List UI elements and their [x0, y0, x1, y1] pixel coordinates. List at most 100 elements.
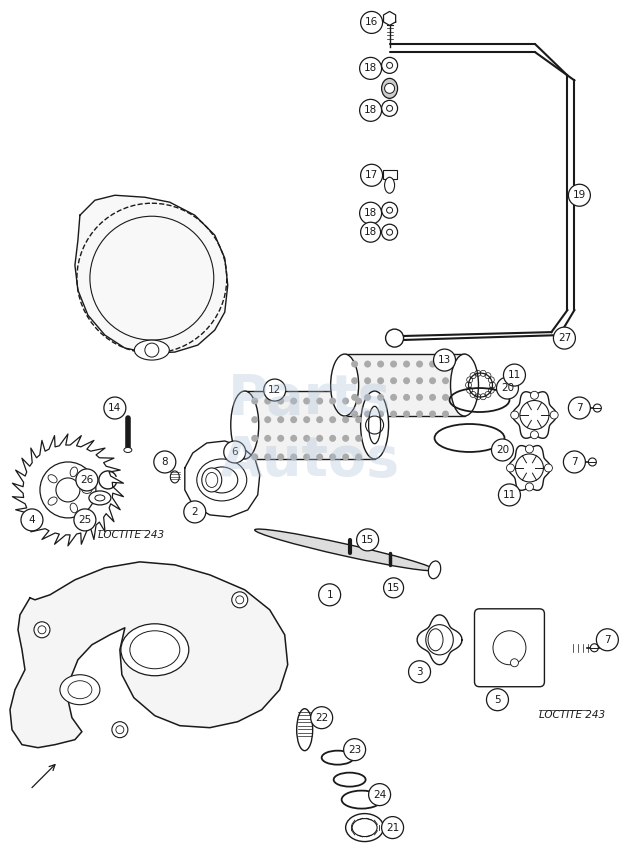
Ellipse shape	[89, 491, 111, 505]
Circle shape	[316, 416, 323, 423]
Ellipse shape	[331, 354, 359, 416]
Circle shape	[377, 360, 384, 367]
Circle shape	[355, 435, 362, 442]
Circle shape	[409, 661, 430, 683]
Circle shape	[377, 394, 384, 401]
Circle shape	[563, 451, 586, 473]
Circle shape	[251, 435, 258, 442]
Circle shape	[112, 722, 128, 738]
Polygon shape	[384, 11, 396, 26]
Text: 2: 2	[191, 507, 198, 517]
Ellipse shape	[369, 407, 381, 443]
Circle shape	[525, 483, 533, 491]
Circle shape	[387, 229, 392, 235]
Circle shape	[355, 416, 362, 423]
Circle shape	[429, 377, 436, 384]
Circle shape	[416, 394, 423, 401]
Circle shape	[232, 591, 248, 608]
Circle shape	[251, 416, 258, 423]
Circle shape	[429, 360, 436, 367]
Circle shape	[235, 596, 244, 603]
Ellipse shape	[297, 709, 313, 751]
Circle shape	[56, 478, 80, 502]
Circle shape	[442, 394, 449, 401]
Text: 18: 18	[364, 208, 378, 218]
Circle shape	[497, 377, 518, 399]
Polygon shape	[417, 615, 462, 665]
Text: 6: 6	[231, 447, 238, 457]
Text: 18: 18	[364, 63, 378, 74]
Ellipse shape	[48, 475, 57, 483]
Circle shape	[568, 184, 591, 206]
Circle shape	[377, 377, 384, 384]
Circle shape	[511, 411, 519, 419]
Circle shape	[596, 629, 619, 651]
Ellipse shape	[450, 354, 478, 416]
Text: 24: 24	[373, 789, 386, 800]
Circle shape	[369, 783, 391, 805]
Circle shape	[382, 224, 397, 241]
Circle shape	[364, 394, 371, 401]
Text: 27: 27	[558, 333, 571, 343]
Circle shape	[361, 11, 383, 33]
Circle shape	[403, 411, 410, 418]
Circle shape	[403, 394, 410, 401]
Text: 15: 15	[387, 583, 400, 593]
Text: 3: 3	[416, 667, 423, 677]
Ellipse shape	[428, 629, 443, 651]
Circle shape	[38, 626, 46, 633]
Text: 17: 17	[365, 170, 378, 181]
Circle shape	[40, 462, 96, 518]
Circle shape	[344, 739, 366, 761]
Text: 1: 1	[326, 590, 333, 600]
Bar	[383, 170, 397, 179]
Circle shape	[390, 411, 397, 418]
Circle shape	[361, 164, 383, 187]
Text: 15: 15	[361, 535, 374, 545]
Text: 7: 7	[571, 457, 578, 467]
Ellipse shape	[197, 459, 247, 501]
Circle shape	[21, 509, 43, 531]
Ellipse shape	[170, 471, 179, 483]
Ellipse shape	[70, 467, 77, 477]
Circle shape	[355, 397, 362, 405]
Text: 12: 12	[268, 385, 282, 395]
Circle shape	[530, 391, 538, 399]
Circle shape	[34, 621, 50, 638]
Ellipse shape	[121, 624, 189, 675]
Circle shape	[251, 397, 258, 405]
Ellipse shape	[493, 631, 526, 665]
Ellipse shape	[346, 813, 384, 841]
Circle shape	[442, 411, 449, 418]
Ellipse shape	[135, 340, 169, 360]
Ellipse shape	[124, 448, 132, 453]
Circle shape	[429, 411, 436, 418]
Circle shape	[290, 416, 297, 423]
Circle shape	[351, 360, 358, 367]
Text: 11: 11	[503, 490, 516, 500]
Circle shape	[76, 469, 98, 491]
Text: 8: 8	[161, 457, 168, 467]
Circle shape	[342, 454, 349, 461]
Circle shape	[359, 202, 382, 224]
Polygon shape	[10, 562, 288, 747]
Ellipse shape	[361, 391, 389, 459]
Circle shape	[503, 364, 525, 386]
Circle shape	[303, 454, 310, 461]
Circle shape	[588, 458, 596, 466]
Circle shape	[277, 397, 284, 405]
Text: 25: 25	[78, 515, 92, 525]
Circle shape	[442, 377, 449, 384]
Circle shape	[264, 454, 271, 461]
Circle shape	[510, 659, 518, 667]
Circle shape	[116, 726, 124, 734]
Text: LOCTITE 243: LOCTITE 243	[98, 530, 164, 540]
Circle shape	[390, 360, 397, 367]
Text: 4: 4	[29, 515, 36, 525]
Circle shape	[387, 105, 392, 111]
Circle shape	[303, 397, 310, 405]
Text: 18: 18	[364, 105, 378, 116]
Circle shape	[277, 435, 284, 442]
Text: 13: 13	[438, 355, 451, 365]
Circle shape	[382, 100, 397, 116]
